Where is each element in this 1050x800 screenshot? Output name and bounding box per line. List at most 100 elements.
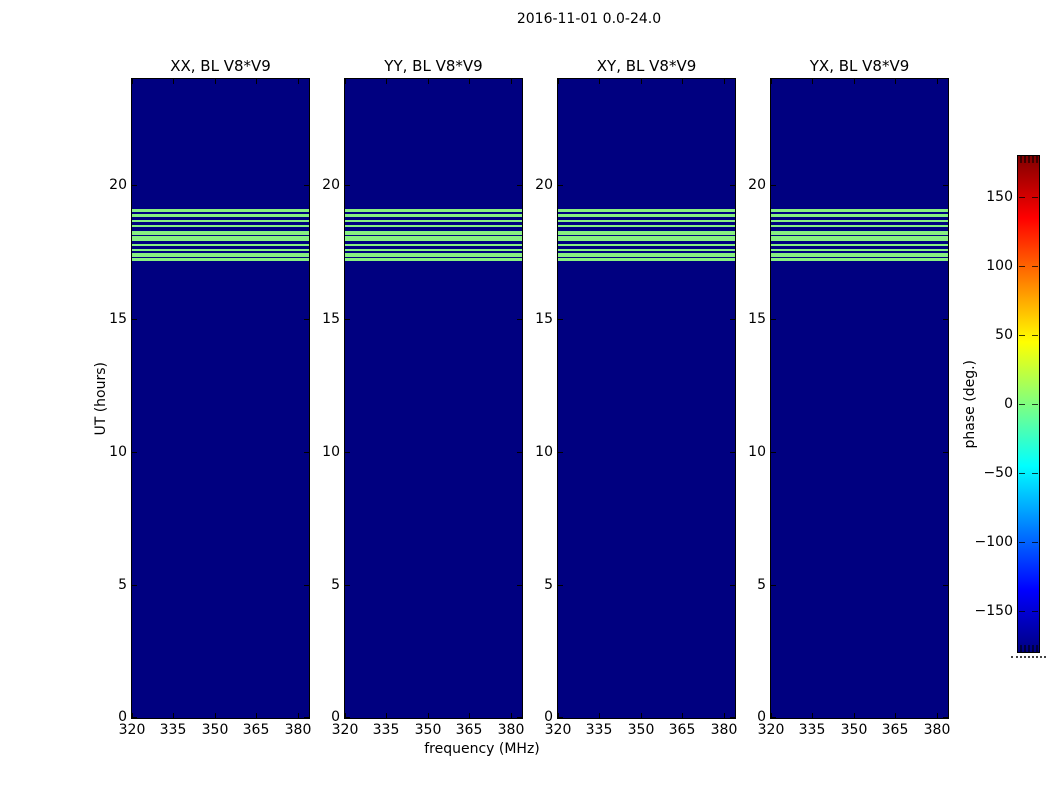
colorbar-tick bbox=[1032, 197, 1038, 198]
x-tick-label: 380 bbox=[710, 722, 738, 738]
data-stripe bbox=[132, 243, 309, 247]
y-tick-label: 15 bbox=[748, 311, 766, 327]
colorbar-tick bbox=[1032, 473, 1038, 474]
x-tick-label: 320 bbox=[757, 722, 785, 738]
panel-title: YX, BL V8*V9 bbox=[809, 57, 910, 75]
colorbar-minor-tick bbox=[1020, 645, 1022, 652]
colorbar-tick-label: 0 bbox=[1004, 396, 1013, 412]
colorbar-tick-label: 100 bbox=[986, 258, 1013, 274]
colorbar-minor-tick bbox=[1028, 156, 1030, 163]
data-stripe bbox=[558, 236, 735, 242]
x-tick bbox=[599, 713, 600, 718]
colorbar-minor-tick bbox=[1020, 156, 1022, 163]
data-stripe bbox=[345, 236, 522, 242]
x-tick bbox=[724, 713, 725, 718]
x-tick bbox=[937, 79, 938, 84]
data-stripe bbox=[771, 258, 948, 261]
y-axis-label-wrap: UT (hours) bbox=[92, 78, 110, 719]
data-stripe bbox=[771, 253, 948, 257]
colorbar-tick-label: 50 bbox=[995, 327, 1013, 343]
data-stripe bbox=[132, 236, 309, 242]
x-tick-label: 365 bbox=[242, 722, 270, 738]
data-stripe bbox=[771, 230, 948, 235]
colorbar bbox=[1017, 155, 1040, 653]
y-tick bbox=[345, 717, 350, 718]
x-tick bbox=[386, 79, 387, 84]
y-tick-label: 10 bbox=[535, 444, 553, 460]
data-stripe bbox=[132, 258, 309, 261]
y-tick bbox=[345, 452, 350, 453]
y-tick-label: 5 bbox=[118, 577, 127, 593]
data-stripe bbox=[771, 243, 948, 247]
data-stripe bbox=[345, 243, 522, 247]
y-tick bbox=[943, 717, 948, 718]
colorbar-tick bbox=[1032, 611, 1038, 612]
data-stripe bbox=[345, 208, 522, 212]
y-tick bbox=[771, 185, 776, 186]
y-tick bbox=[730, 185, 735, 186]
y-axis-label: UT (hours) bbox=[93, 361, 109, 436]
x-tick bbox=[428, 79, 429, 84]
y-tick bbox=[517, 717, 522, 718]
y-tick-label: 0 bbox=[118, 709, 127, 725]
y-tick bbox=[730, 717, 735, 718]
figure-title: 2016-11-01 0.0-24.0 bbox=[516, 11, 662, 27]
y-tick bbox=[304, 319, 309, 320]
x-tick bbox=[132, 713, 133, 718]
y-tick-label: 5 bbox=[757, 577, 766, 593]
x-tick bbox=[345, 79, 346, 84]
data-stripe bbox=[345, 248, 522, 252]
x-tick-label: 335 bbox=[159, 722, 187, 738]
x-tick bbox=[298, 79, 299, 84]
x-tick bbox=[386, 713, 387, 718]
x-tick bbox=[854, 713, 855, 718]
x-tick-label: 350 bbox=[627, 722, 655, 738]
data-stripe bbox=[345, 219, 522, 223]
y-tick bbox=[304, 585, 309, 586]
data-stripe bbox=[345, 258, 522, 261]
y-tick bbox=[730, 585, 735, 586]
y-tick bbox=[132, 185, 137, 186]
x-tick-label: 320 bbox=[331, 722, 359, 738]
y-tick bbox=[132, 319, 137, 320]
heatmap-panel bbox=[131, 78, 310, 719]
data-stripe bbox=[132, 213, 309, 217]
colorbar-tick bbox=[1032, 266, 1038, 267]
x-tick bbox=[641, 79, 642, 84]
heatmap-panel bbox=[557, 78, 736, 719]
x-tick-label: 380 bbox=[923, 722, 951, 738]
colorbar-tick-label: −150 bbox=[974, 603, 1013, 619]
y-tick-label: 0 bbox=[331, 709, 340, 725]
x-tick bbox=[511, 79, 512, 84]
data-stripe bbox=[558, 230, 735, 235]
y-tick bbox=[304, 717, 309, 718]
y-tick bbox=[943, 585, 948, 586]
colorbar-minor-tick bbox=[1036, 645, 1038, 652]
data-stripe bbox=[771, 213, 948, 217]
data-stripe bbox=[345, 213, 522, 217]
x-tick-label: 320 bbox=[544, 722, 572, 738]
colorbar-dotted-line bbox=[1011, 656, 1046, 658]
colorbar-minor-tick bbox=[1024, 156, 1026, 163]
y-tick bbox=[345, 319, 350, 320]
x-tick bbox=[428, 713, 429, 718]
x-tick bbox=[469, 79, 470, 84]
data-stripe bbox=[345, 230, 522, 235]
x-tick-label: 350 bbox=[201, 722, 229, 738]
y-tick bbox=[345, 185, 350, 186]
y-tick-label: 10 bbox=[748, 444, 766, 460]
y-tick-label: 10 bbox=[322, 444, 340, 460]
x-tick-label: 380 bbox=[284, 722, 312, 738]
y-tick-label: 0 bbox=[757, 709, 766, 725]
y-tick bbox=[943, 452, 948, 453]
y-tick bbox=[517, 319, 522, 320]
x-tick-label: 365 bbox=[881, 722, 909, 738]
colorbar-label-wrap: phase (deg.) bbox=[960, 155, 980, 653]
y-tick bbox=[132, 585, 137, 586]
data-stripe bbox=[132, 230, 309, 235]
y-tick-label: 15 bbox=[322, 311, 340, 327]
x-tick bbox=[511, 713, 512, 718]
y-tick-label: 15 bbox=[109, 311, 127, 327]
y-tick-label: 20 bbox=[322, 177, 340, 193]
